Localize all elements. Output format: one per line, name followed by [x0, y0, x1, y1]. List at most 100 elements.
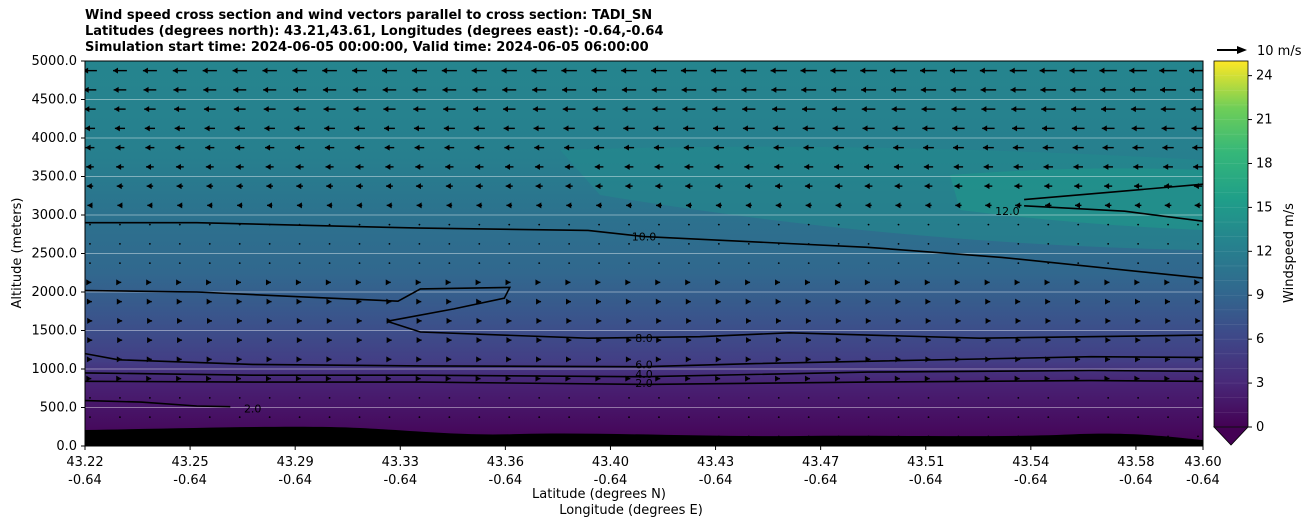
wind-vector	[1197, 435, 1199, 438]
y-tick-label: 4500.0	[32, 93, 78, 108]
wind-vector-head	[860, 67, 866, 74]
wind-vector	[927, 242, 930, 245]
wind-vector-head	[623, 125, 629, 132]
wind-vector-head	[686, 337, 692, 344]
wind-vector-head	[501, 67, 507, 74]
wind-vector	[478, 396, 481, 399]
wind-vector-head	[446, 337, 452, 344]
wind-vector	[568, 416, 571, 419]
wind-vector-head	[984, 183, 990, 190]
wind-vector-head	[1015, 337, 1021, 344]
wind-vector-head	[535, 279, 541, 286]
wind-vector-head	[324, 125, 330, 132]
wind-vector-head	[894, 183, 900, 190]
wind-vector-head	[1074, 202, 1080, 209]
wind-vector-head	[1071, 125, 1077, 132]
wind-vector	[238, 242, 241, 245]
wind-vector-head	[262, 67, 268, 74]
wind-vector-head	[322, 67, 328, 74]
colorbar: 0 3 6 9 12 15 18 21 24 Windspeed m/s	[1213, 60, 1297, 446]
wind-vector	[957, 416, 960, 419]
wind-vector-head	[292, 67, 298, 74]
wind-vector	[358, 396, 361, 399]
wind-vector-head	[445, 375, 451, 382]
wind-vector-head	[895, 298, 901, 305]
x-tick-label-lat: 43.22	[66, 455, 103, 470]
wind-vector-head	[502, 106, 508, 113]
wind-vector	[119, 416, 121, 419]
wind-vector-head	[563, 125, 569, 132]
wind-vector-head	[236, 279, 242, 286]
wind-vector-head	[476, 202, 482, 209]
wind-vector-head	[146, 163, 152, 170]
wind-vector-head	[506, 202, 512, 209]
wind-vector-head	[685, 202, 691, 209]
wind-vector-head	[591, 86, 597, 93]
wind-vector	[897, 416, 900, 419]
wind-vector-head	[835, 317, 841, 324]
wind-vector-head	[835, 337, 841, 344]
wind-vector-head	[323, 106, 329, 113]
wind-vector-head	[355, 279, 361, 286]
wind-vector	[448, 416, 451, 419]
wind-vector-head	[979, 67, 985, 74]
wind-vector-head	[923, 144, 929, 151]
wind-vector-head	[1072, 144, 1078, 151]
wind-vector	[358, 242, 361, 245]
wind-vector-head	[475, 183, 481, 190]
wind-vector-head	[742, 125, 748, 132]
wind-vector	[1137, 396, 1140, 399]
wind-vector	[388, 242, 391, 245]
wind-vector	[987, 262, 990, 265]
wind-vector	[598, 242, 600, 245]
wind-vector-head	[322, 86, 328, 93]
wind-vector-head	[835, 202, 841, 209]
wind-vector-head	[651, 67, 657, 74]
wind-vector-head	[142, 67, 148, 74]
colorbar-tick-label: 9	[1256, 288, 1264, 303]
wind-vector	[598, 396, 600, 399]
wind-vector-head	[144, 106, 150, 113]
wind-vector-head	[536, 317, 542, 324]
wind-vector-head	[296, 202, 302, 209]
wind-vector	[927, 416, 930, 419]
wind-vector-head	[864, 183, 870, 190]
wind-vector-head	[924, 279, 930, 286]
wind-vector	[358, 262, 361, 265]
wind-vector-head	[1075, 356, 1081, 363]
wind-vector-head	[174, 106, 180, 113]
wind-vector-head	[506, 356, 512, 363]
wind-vector	[178, 416, 181, 419]
wind-vector	[508, 262, 511, 265]
wind-vector-head	[1104, 183, 1110, 190]
x-tick-label-lon: -0.64	[173, 473, 207, 488]
wind-vector-head	[893, 144, 899, 151]
wind-vector-head	[203, 86, 209, 93]
wind-vector-head	[805, 298, 811, 305]
wind-vector-head	[1195, 317, 1201, 324]
wind-vector-head	[920, 86, 926, 93]
wind-vector-head	[561, 67, 567, 74]
wind-vector	[148, 262, 151, 265]
wind-vector-head	[147, 317, 153, 324]
wind-vector	[328, 223, 331, 226]
wind-vector-head	[951, 106, 957, 113]
wind-vector-head	[985, 317, 991, 324]
wind-vector-head	[1070, 86, 1076, 93]
x-tick-label-lat: 43.36	[487, 455, 524, 470]
wind-vector-head	[325, 375, 331, 382]
gridlines	[85, 61, 1203, 446]
wind-vector-head	[745, 202, 751, 209]
wind-vector-head	[206, 317, 212, 324]
wind-vector-head	[206, 183, 212, 190]
wind-vector-head	[925, 337, 931, 344]
wind-vector-head	[86, 298, 92, 305]
wind-vector	[1197, 223, 1199, 226]
wind-vector-head	[655, 183, 661, 190]
wind-vector	[1047, 223, 1050, 226]
wind-vector-head	[1194, 375, 1200, 382]
wind-vector-head	[296, 337, 302, 344]
wind-vector-head	[802, 125, 808, 132]
wind-vector	[598, 223, 600, 226]
wind-vector-head	[714, 163, 720, 170]
